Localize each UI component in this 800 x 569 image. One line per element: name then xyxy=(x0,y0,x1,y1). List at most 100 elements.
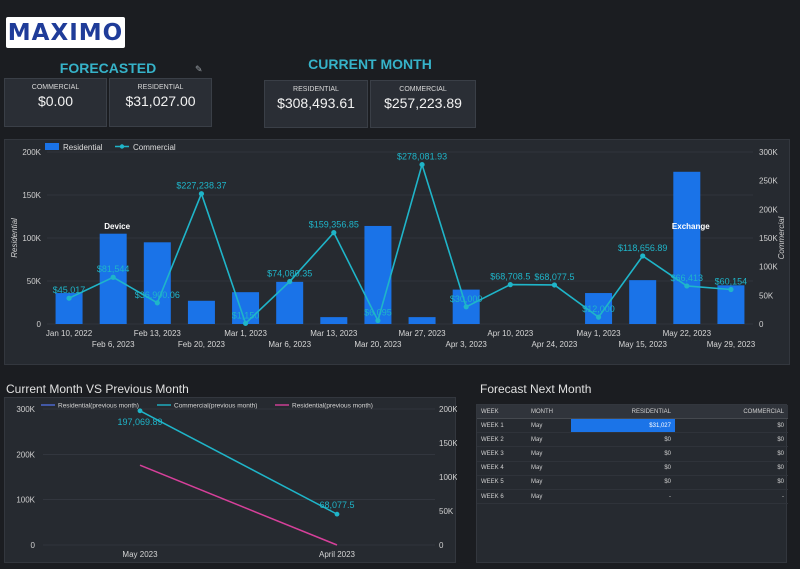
col-week[interactable]: WEEK xyxy=(477,405,527,419)
kpi-value: $0.00 xyxy=(37,93,74,109)
x-tick-label: May 15, 2023 xyxy=(618,340,667,349)
bar-residential xyxy=(629,280,657,324)
data-label-commercial: $30,000 xyxy=(450,294,483,304)
point-commercial xyxy=(507,282,513,288)
kpi-value: $31,027.00 xyxy=(125,93,196,109)
legend-label: Residential(previous month) xyxy=(58,403,139,410)
point-commercial xyxy=(110,274,116,280)
table-row[interactable]: WEEK 5 May $0 $0 xyxy=(477,475,788,490)
y-axis-title: Residential xyxy=(10,218,19,258)
legend-label: Residential(previous month) xyxy=(292,403,373,410)
data-label-commercial: $36,900.06 xyxy=(135,290,180,300)
data-label-commercial: $66,413 xyxy=(671,273,704,283)
current-commercial-card: COMMERCIAL $257,223.89 xyxy=(370,80,476,128)
data-label-commercial: $68,708.5 xyxy=(490,272,530,282)
y2-tick-label: 150K xyxy=(439,439,457,448)
forecasted-residential-card: RESIDENTIAL $31,027.00 xyxy=(109,78,212,127)
point-commercial xyxy=(198,191,205,197)
data-label-commercial: $45,017 xyxy=(53,285,86,295)
y2-tick-label: 50K xyxy=(439,507,454,516)
cell-week: WEEK 6 xyxy=(477,489,527,505)
pencil-icon[interactable]: ✎ xyxy=(195,64,203,74)
y2-tick-label: 300K xyxy=(759,148,778,157)
point-commercial xyxy=(684,283,690,289)
cell-month: May xyxy=(527,489,571,505)
legend-commercial-marker xyxy=(119,144,125,149)
bar-residential xyxy=(673,171,701,324)
main-chart-panel: Residential Commercial 0 50K 100K 150K 200K 0 50… xyxy=(4,139,790,365)
point-commercial xyxy=(66,295,72,301)
table-row[interactable]: WEEK 1 May $31,027 $0 xyxy=(477,418,788,434)
cell-week: WEEK 5 xyxy=(477,475,527,490)
maximo-logo: MAXIMO xyxy=(6,17,125,48)
x-tick-label: Feb 6, 2023 xyxy=(92,340,135,349)
legend-label: Commercial(previous month) xyxy=(174,403,257,410)
table-row[interactable]: WEEK 3 May $0 $0 xyxy=(477,446,788,462)
y2-tick-label: 250K xyxy=(759,177,778,186)
bar-residential xyxy=(364,225,392,324)
cell-commercial: $0 xyxy=(675,418,788,434)
current-residential-card: RESIDENTIAL $308,493.61 xyxy=(264,80,368,128)
cell-week: WEEK 4 xyxy=(477,461,527,476)
series-line xyxy=(139,410,338,515)
y2-axis-title: Commercial xyxy=(777,216,786,259)
cell-residential: $0 xyxy=(571,432,675,448)
y2-tick-label: 100K xyxy=(439,473,457,482)
current-month-title: CURRENT MONTH xyxy=(308,56,432,72)
series-data-label: 68,077.5 xyxy=(319,500,354,510)
y-tick-label: 0 xyxy=(31,541,36,550)
cell-residential: $0 xyxy=(571,446,675,462)
y2-tick-label: 0 xyxy=(759,320,764,329)
data-label-commercial: $6,095 xyxy=(364,308,392,318)
x-tick-label: May 2023 xyxy=(122,550,158,559)
cell-residential: - xyxy=(571,489,675,505)
table-row[interactable]: WEEK 6 May - - xyxy=(477,489,788,505)
cell-residential: $0 xyxy=(571,461,675,476)
col-month[interactable]: MONTH xyxy=(527,405,571,419)
bar-residential xyxy=(276,281,304,324)
col-commercial[interactable]: COMMERCIAL xyxy=(675,405,788,419)
data-label-commercial: $60,154 xyxy=(715,277,748,287)
x-tick-label: Mar 6, 2023 xyxy=(268,340,311,349)
x-tick-label: Apr 10, 2023 xyxy=(487,329,533,338)
x-tick-label: May 1, 2023 xyxy=(577,329,622,338)
bar-residential xyxy=(320,317,348,324)
cell-month: May xyxy=(527,418,571,434)
kpi-value: $257,223.89 xyxy=(384,95,462,111)
y-tick-label: 200K xyxy=(22,148,41,157)
point-commercial xyxy=(595,314,602,320)
kpi-label: COMMERCIAL xyxy=(399,86,447,93)
y-tick-label: 100K xyxy=(22,234,41,243)
legend-residential-label: Residential xyxy=(63,143,103,152)
logo-text: MAXIMO xyxy=(7,19,124,46)
point-commercial xyxy=(242,320,249,326)
kpi-label: RESIDENTIAL xyxy=(137,84,184,91)
cell-commercial: $0 xyxy=(675,432,788,448)
point-commercial xyxy=(419,161,425,168)
kpi-label: COMMERCIAL xyxy=(31,84,80,91)
y-tick-label: 200K xyxy=(16,450,35,459)
data-label-commercial: $12,000 xyxy=(582,304,615,314)
legend-commercial-label: Commercial xyxy=(133,143,176,152)
data-label-commercial: $74,080.35 xyxy=(267,269,312,279)
bar-residential xyxy=(143,242,171,324)
x-tick-label: May 29, 2023 xyxy=(707,340,756,349)
y2-tick-label: 50K xyxy=(759,291,774,300)
series-line xyxy=(139,464,338,546)
point-commercial xyxy=(463,304,469,310)
table-row[interactable]: WEEK 2 May $0 $0 xyxy=(477,432,788,448)
bar-residential xyxy=(187,300,215,324)
point-commercial xyxy=(551,282,558,288)
col-residential[interactable]: RESIDENTIAL xyxy=(571,405,675,419)
cell-week: WEEK 3 xyxy=(477,446,527,462)
cell-month: May xyxy=(527,461,571,476)
forecasted-commercial-card: COMMERCIAL $0.00 xyxy=(4,78,107,127)
table-row[interactable]: WEEK 4 May $0 $0 xyxy=(477,461,788,476)
point-commercial xyxy=(375,317,381,324)
point-commercial xyxy=(640,253,646,259)
annotation-label: Device xyxy=(104,222,130,231)
y-tick-label: 0 xyxy=(37,320,42,329)
cell-month: May xyxy=(527,432,571,448)
cell-residential: $31,027 xyxy=(571,418,675,434)
x-tick-label: Feb 20, 2023 xyxy=(178,340,226,349)
